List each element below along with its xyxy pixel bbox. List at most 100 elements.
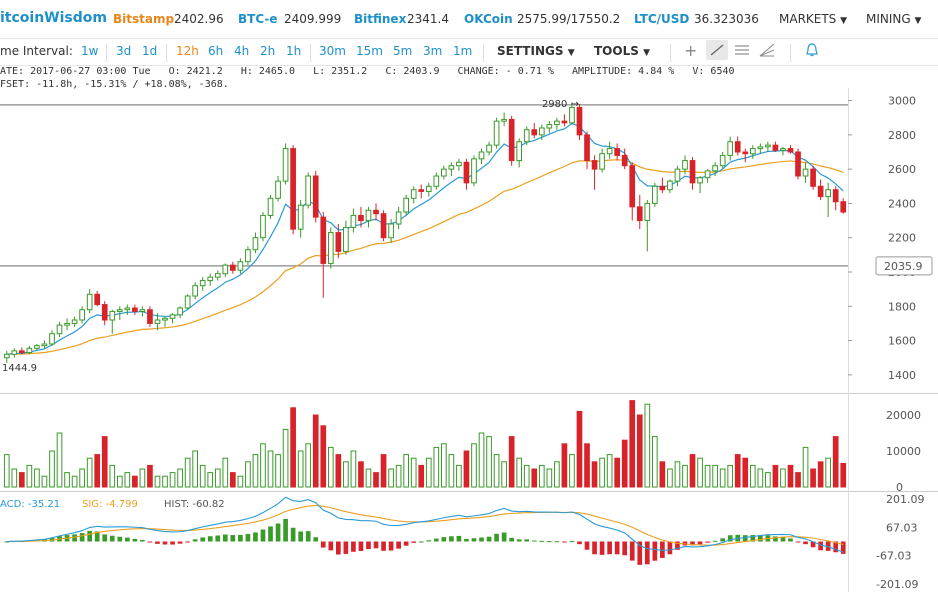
volume-bar [395,464,402,488]
volume-bar [41,475,48,488]
candle-up [124,307,131,311]
macd-hist-bar [554,541,560,543]
volume-bar [832,436,839,488]
candle-down [380,213,387,239]
macd-hist-bar [614,541,620,555]
macd-hist-bar [94,531,100,542]
candle-up [222,264,229,275]
candle-up [116,309,123,312]
alert-button[interactable] [804,40,820,63]
macd-hist-bar [599,541,605,555]
interval-1m[interactable]: 1m [453,44,473,58]
candle-up [780,148,786,151]
fan-tool-button[interactable] [758,40,776,63]
candle-down [312,175,319,218]
macd-hist-bar [396,541,401,549]
volume-bar [365,468,372,488]
candle-up [471,158,477,184]
price-label-box [875,256,933,276]
interval-3d[interactable]: 3d [116,44,132,58]
settings-menu[interactable]: SETTINGS ▼ [497,44,575,58]
candle-down [463,161,470,184]
price-tick-label: 2400 [888,197,916,210]
candle-up [49,333,55,345]
price-tick-label: 1400 [888,369,916,382]
volume-bar [636,414,643,488]
volume-bar [621,439,628,488]
exchange-ltcusd[interactable]: LTC/USD [634,12,690,26]
macd-hist-bar [49,537,55,542]
volume-bar [780,468,786,488]
candle-down [584,134,590,162]
fan-icon [759,43,775,57]
candle-down [734,141,741,153]
mining-menu[interactable]: MINING ▼ [866,12,921,26]
interval-label: me Interval: [0,44,73,58]
macd-hist-bar [501,532,507,542]
interval-1w[interactable]: 1w [81,44,99,58]
candle-up [395,211,402,225]
volume-bar [667,468,673,488]
volume-bar [554,461,560,488]
candle-up [64,322,70,326]
interval-2h[interactable]: 2h [260,44,276,58]
candle-up [441,168,447,177]
macd-hist-bar [185,541,190,543]
candle-up [365,209,372,222]
candle-up [712,165,718,172]
candle-up [704,170,711,179]
macd-hist-bar [72,534,77,542]
macd-hist-bar [388,541,394,551]
macd-hist-bar [547,541,552,543]
interval-1d[interactable]: 1d [142,44,158,58]
interval-6h[interactable]: 6h [208,44,224,58]
macd-hist-bar [810,541,816,548]
macd-hist-bar [758,535,763,542]
price-tick-label: 3000 [888,95,916,108]
candle-up [41,343,48,347]
exchange-bitfinex[interactable]: Bitfinex [354,12,407,26]
exchange-okcoin[interactable]: OKCoin [464,12,513,26]
macd-hist-bar [155,541,160,544]
candle-up [569,106,575,124]
tools-menu[interactable]: TOOLS ▼ [594,44,650,58]
markets-menu[interactable]: MARKETS ▼ [779,12,847,26]
candle-up [86,293,93,311]
candle-down [561,120,568,124]
price-tick-label: 1800 [888,300,916,313]
volume-bar [101,436,108,488]
interval-15m[interactable]: 15m [356,44,383,58]
volume-bar [34,468,40,488]
site-logo[interactable]: itcoinWisdom [0,10,107,26]
candle-up [207,276,214,282]
candle-up [765,144,771,148]
exchange-btce[interactable]: BTC-e [238,12,278,26]
volume-bar [697,457,703,488]
crosshair-icon[interactable]: + [684,41,698,60]
ohlc-info-line: ATE: 2017-06-27 03:00 Tue O: 2421.2 H: 2… [0,66,735,77]
candle-up [456,161,462,167]
interval-5m[interactable]: 5m [393,44,413,58]
volume-bar [614,457,620,488]
candle-up [546,124,553,129]
candle-up [327,232,334,264]
interval-12h[interactable]: 12h [176,44,199,58]
candle-up [11,350,18,355]
macd-hist-bar [147,541,153,543]
exchange-bitstamp[interactable]: Bitstamp [113,12,175,26]
interval-3m[interactable]: 3m [423,44,443,58]
volume-bar [109,464,116,488]
macd-hist-bar [222,534,228,542]
volume-bar [795,472,801,488]
interval-4h[interactable]: 4h [234,44,250,58]
interval-30m[interactable]: 30m [319,44,346,58]
volume-bar [49,450,55,488]
candle-up [169,314,176,319]
interval-1h[interactable]: 1h [286,44,302,58]
candle-up [71,319,78,324]
macd-hist-bar [652,541,658,561]
line-tool-icon [710,44,724,56]
fib-tool-button[interactable] [733,40,751,63]
candle-up [554,120,560,126]
draw-line-button[interactable] [706,40,728,60]
